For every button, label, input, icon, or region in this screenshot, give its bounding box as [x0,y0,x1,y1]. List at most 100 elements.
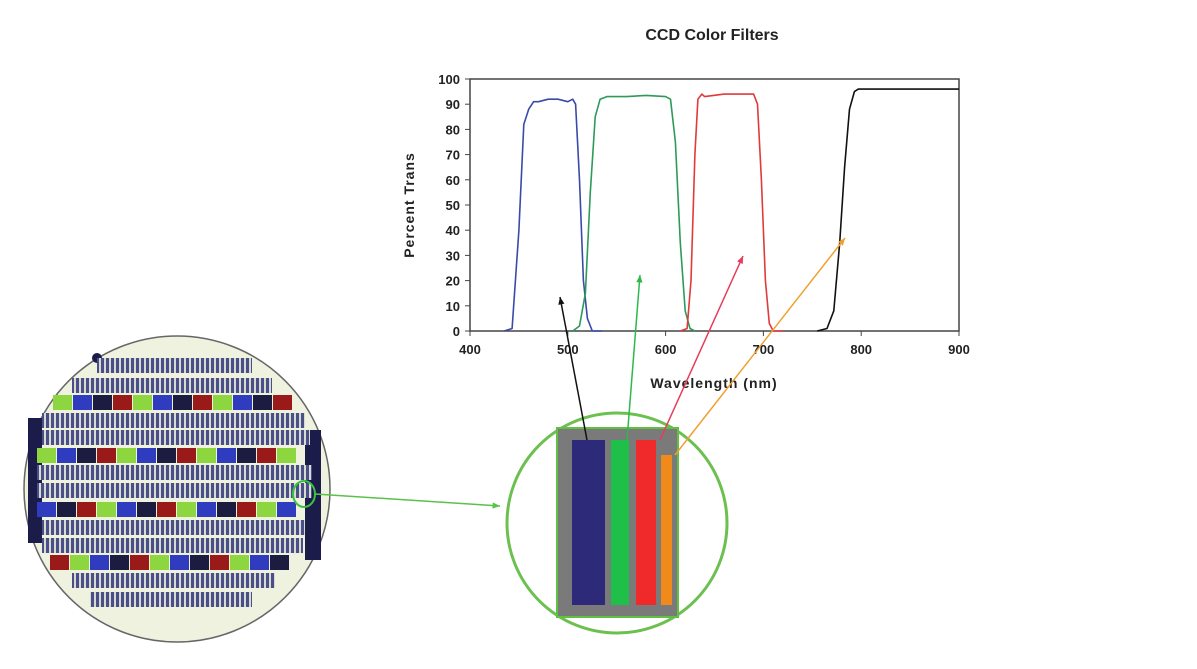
color-filter-die [137,448,156,463]
color-filter-die [257,448,276,463]
die-row [42,413,305,428]
series-line-3 [817,88,959,332]
y-tick-label: 60 [446,173,460,188]
x-tick-label: 900 [948,342,970,357]
color-filter-die [157,502,176,517]
color-filter-die [77,448,96,463]
chart-series [503,88,959,332]
orange-filter-stripe [661,455,672,605]
color-filter-die [277,448,296,463]
color-filter-die [210,555,229,570]
color-filter-die [190,555,209,570]
blue-filter-arrow-head [558,297,565,305]
wafer-edge-dark [28,418,42,543]
x-tick-label: 400 [459,342,481,357]
y-tick-label: 80 [446,122,460,137]
green-filter-arrow-head [636,275,643,283]
color-filter-die [177,448,196,463]
x-tick-label: 500 [557,342,579,357]
color-filter-die [270,555,289,570]
die-row [72,378,272,393]
filter-detail-magnified [505,411,729,635]
die-row [72,573,275,588]
green-filter-stripe [611,440,629,605]
color-filter-die [197,502,216,517]
ir-filter-arrow [674,237,846,456]
color-filter-die [157,448,176,463]
filter-arrows [314,237,846,509]
color-filter-die [137,502,156,517]
color-filter-die [197,448,216,463]
color-filter-die [253,395,272,410]
color-filter-die [193,395,212,410]
series-line-2 [680,93,783,332]
y-tick-label: 100 [438,72,460,87]
color-filter-die [70,555,89,570]
color-filter-die [130,555,149,570]
red-filter-arrow-head [737,256,743,264]
die-row [37,483,312,498]
y-tick-label: 70 [446,148,460,163]
color-filter-die [37,448,56,463]
color-filter-die [217,502,236,517]
color-filter-die [237,448,256,463]
die-row [90,592,252,607]
die-row [97,358,252,373]
color-filter-die [37,502,56,517]
color-filter-die [113,395,132,410]
y-tick-label: 50 [446,198,460,213]
connector-arrow-head [492,502,500,509]
color-filter-die [233,395,252,410]
color-filter-die [153,395,172,410]
y-tick-label: 40 [446,223,460,238]
color-filter-die [273,395,292,410]
y-tick-label: 20 [446,274,460,289]
color-filter-die [57,502,76,517]
color-filter-die [150,555,169,570]
wafer-edge-dark [305,430,321,560]
color-filter-die [173,395,192,410]
die-row [42,538,303,553]
y-axis-label: Percent Trans [401,152,417,258]
color-filter-die [117,448,136,463]
color-filter-die [50,555,69,570]
red-filter-stripe [636,440,656,605]
color-filter-die [97,502,116,517]
color-filter-die [93,395,112,410]
series-line-1 [572,94,696,332]
x-tick-label: 800 [850,342,872,357]
color-filter-die [77,502,96,517]
plot-frame [469,78,960,332]
color-filter-die [217,448,236,463]
die-row [42,520,305,535]
chart-title: CCD Color Filters [645,27,778,44]
color-filter-die [117,502,136,517]
color-filter-die [230,555,249,570]
red-filter-arrow [659,255,744,441]
y-tick-label: 0 [453,324,460,339]
green-filter-arrow [626,274,641,441]
color-filter-die [73,395,92,410]
color-filter-die [170,555,189,570]
color-filter-die [97,448,116,463]
color-filter-die [277,502,296,517]
y-tick-label: 30 [446,248,460,263]
y-tick-label: 90 [446,97,460,112]
blue-filter-stripe [572,440,605,605]
x-axis-label: Wavelength (nm) [650,375,777,391]
series-line-0 [503,98,602,332]
color-filter-die [53,395,72,410]
color-filter-die [213,395,232,410]
color-filter-die [110,555,129,570]
die-row [37,465,312,480]
ccd-wafer [23,335,331,643]
connector-arrow [314,493,501,507]
color-filter-die [90,555,109,570]
ir-filter-arrow-head [838,238,845,246]
color-filter-die [250,555,269,570]
color-filter-die [177,502,196,517]
color-filter-die [133,395,152,410]
x-tick-label: 700 [753,342,775,357]
y-tick-label: 10 [446,299,460,314]
